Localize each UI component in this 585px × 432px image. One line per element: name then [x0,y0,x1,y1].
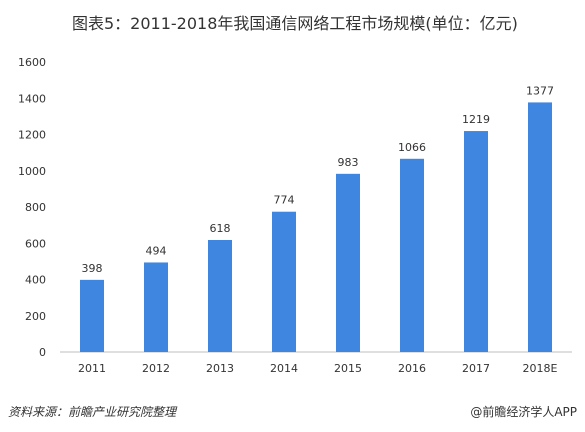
y-tick-label: 400 [25,274,46,287]
data-label: 618 [210,222,231,235]
data-label: 494 [146,244,167,257]
x-tick-label: 2012 [142,362,170,375]
y-tick-label: 200 [25,310,46,323]
source-note: 资料来源：前瞻产业研究院整理 [8,405,177,419]
y-tick-label: 1200 [18,129,46,142]
bar-2015 [336,173,360,352]
bar-2013 [208,239,232,352]
x-tick-label: 2014 [270,362,298,375]
y-tick-label: 1400 [18,92,46,105]
y-tick-label: 600 [25,237,46,250]
x-tick-label: 2016 [398,362,426,375]
data-label: 774 [274,194,295,207]
bar-2017 [464,131,488,352]
y-tick-label: 800 [25,201,46,214]
x-tick-label: 2017 [462,362,490,375]
x-tick-label: 2015 [334,362,362,375]
y-tick-label: 1000 [18,165,46,178]
y-tick-label: 1600 [18,56,46,69]
data-label: 1219 [462,113,490,126]
bar-2018E [528,102,552,352]
x-tick-label: 2013 [206,362,234,375]
credit-note: @前瞻经济学人APP [470,405,577,419]
chart-title: 图表5：2011-2018年我国通信网络工程市场规模(单位：亿元) [72,14,518,33]
bar-2016 [400,158,424,352]
x-tick-label: 2011 [78,362,106,375]
data-label: 983 [338,156,359,169]
bar-2012 [144,262,168,352]
data-label: 1066 [398,141,426,154]
bar-2014 [272,211,296,352]
data-label: 1377 [526,84,554,97]
x-tick-label: 2018E [523,362,558,375]
bar-2011 [80,279,104,352]
data-label: 398 [82,262,103,275]
y-tick-label: 0 [39,346,46,359]
